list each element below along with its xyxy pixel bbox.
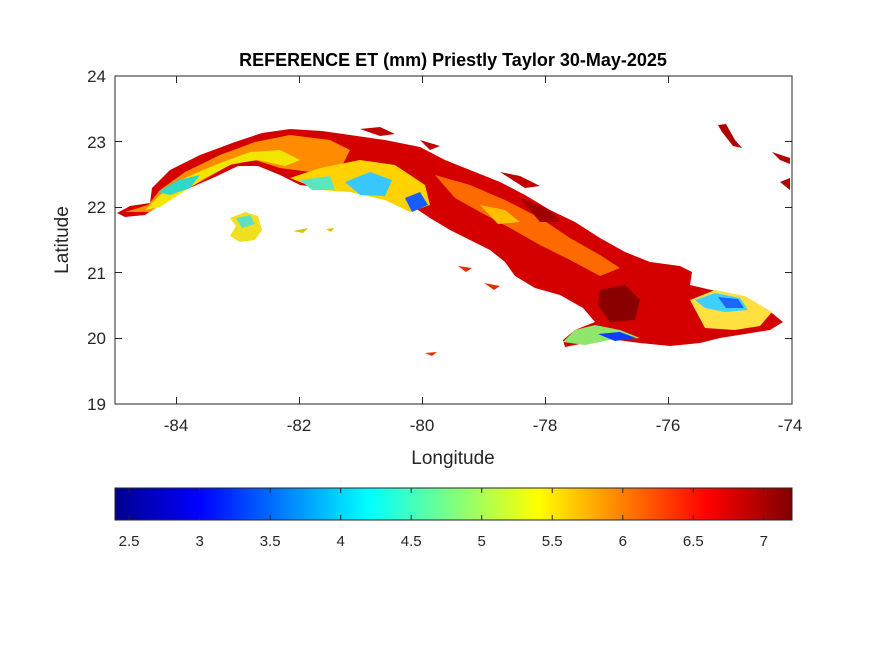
zapata-cyan [345,172,392,196]
x-tick-label: -76 [656,416,681,435]
colorbar-tick-label: 6.5 [683,533,704,550]
map-layer [117,124,790,356]
y-tick-label: 24 [87,67,106,86]
west-islets [293,228,334,233]
colorbar-tick-label: 7 [760,533,768,550]
colorbar-tick-label: 5 [478,533,486,550]
guantanamo-blue [718,297,744,308]
colorbar-gradient [114,487,793,521]
colorbar-tick-label: 4.5 [401,533,422,550]
y-axis: 24 23 22 21 20 19 Latitude [52,67,792,414]
colorbar-tick-label: 3.5 [260,533,281,550]
x-tick-label: -80 [410,416,435,435]
chart-title: REFERENCE ET (mm) Priestly Taylor 30-May… [239,50,667,70]
y-axis-label: Latitude [52,206,73,274]
central-yellow [480,205,520,224]
east-fragments [718,124,790,190]
plot-area [115,76,792,404]
x-axis-label: Longitude [411,448,494,469]
cauto-darkred [598,285,640,322]
sierra-maestra-blue [598,332,636,341]
western-yellow [145,150,300,210]
isla-juventud-cyan [236,215,255,228]
y-tick-label: 23 [87,133,106,152]
y-tick-label: 20 [87,329,106,348]
colorbar-tick-label: 5.5 [542,533,563,550]
colorbar: 2.5 3 3.5 4 4.5 5 5.5 6 6.5 7 [114,487,793,550]
colorbar-tick-label: 4 [336,533,344,550]
colorbar-tick-label: 3 [195,533,203,550]
x-tick-label: -74 [778,416,803,435]
western-zone [125,135,350,212]
x-tick-label: -84 [164,416,189,435]
zapata-blue [405,192,428,212]
north-keys [360,127,540,188]
y-tick-label: 19 [87,395,106,414]
y-tick-label: 21 [87,264,106,283]
camaguey-darkred [520,198,560,222]
colorbar-tick-label: 6 [619,533,627,550]
x-tick-label: -82 [287,416,312,435]
x-axis: -84 -82 -80 -78 -76 -74 Longitude [164,76,803,469]
central-orange [435,175,620,276]
y-tick-label: 22 [87,198,106,217]
western-cyan [158,175,200,195]
central-cyan [300,176,335,190]
x-tick-label: -78 [533,416,558,435]
axes-box [114,75,793,405]
colorbar-ticks: 2.5 3 3.5 4 4.5 5 5.5 6 6.5 7 [119,488,768,550]
colorbar-tick-label: 2.5 [119,533,140,550]
